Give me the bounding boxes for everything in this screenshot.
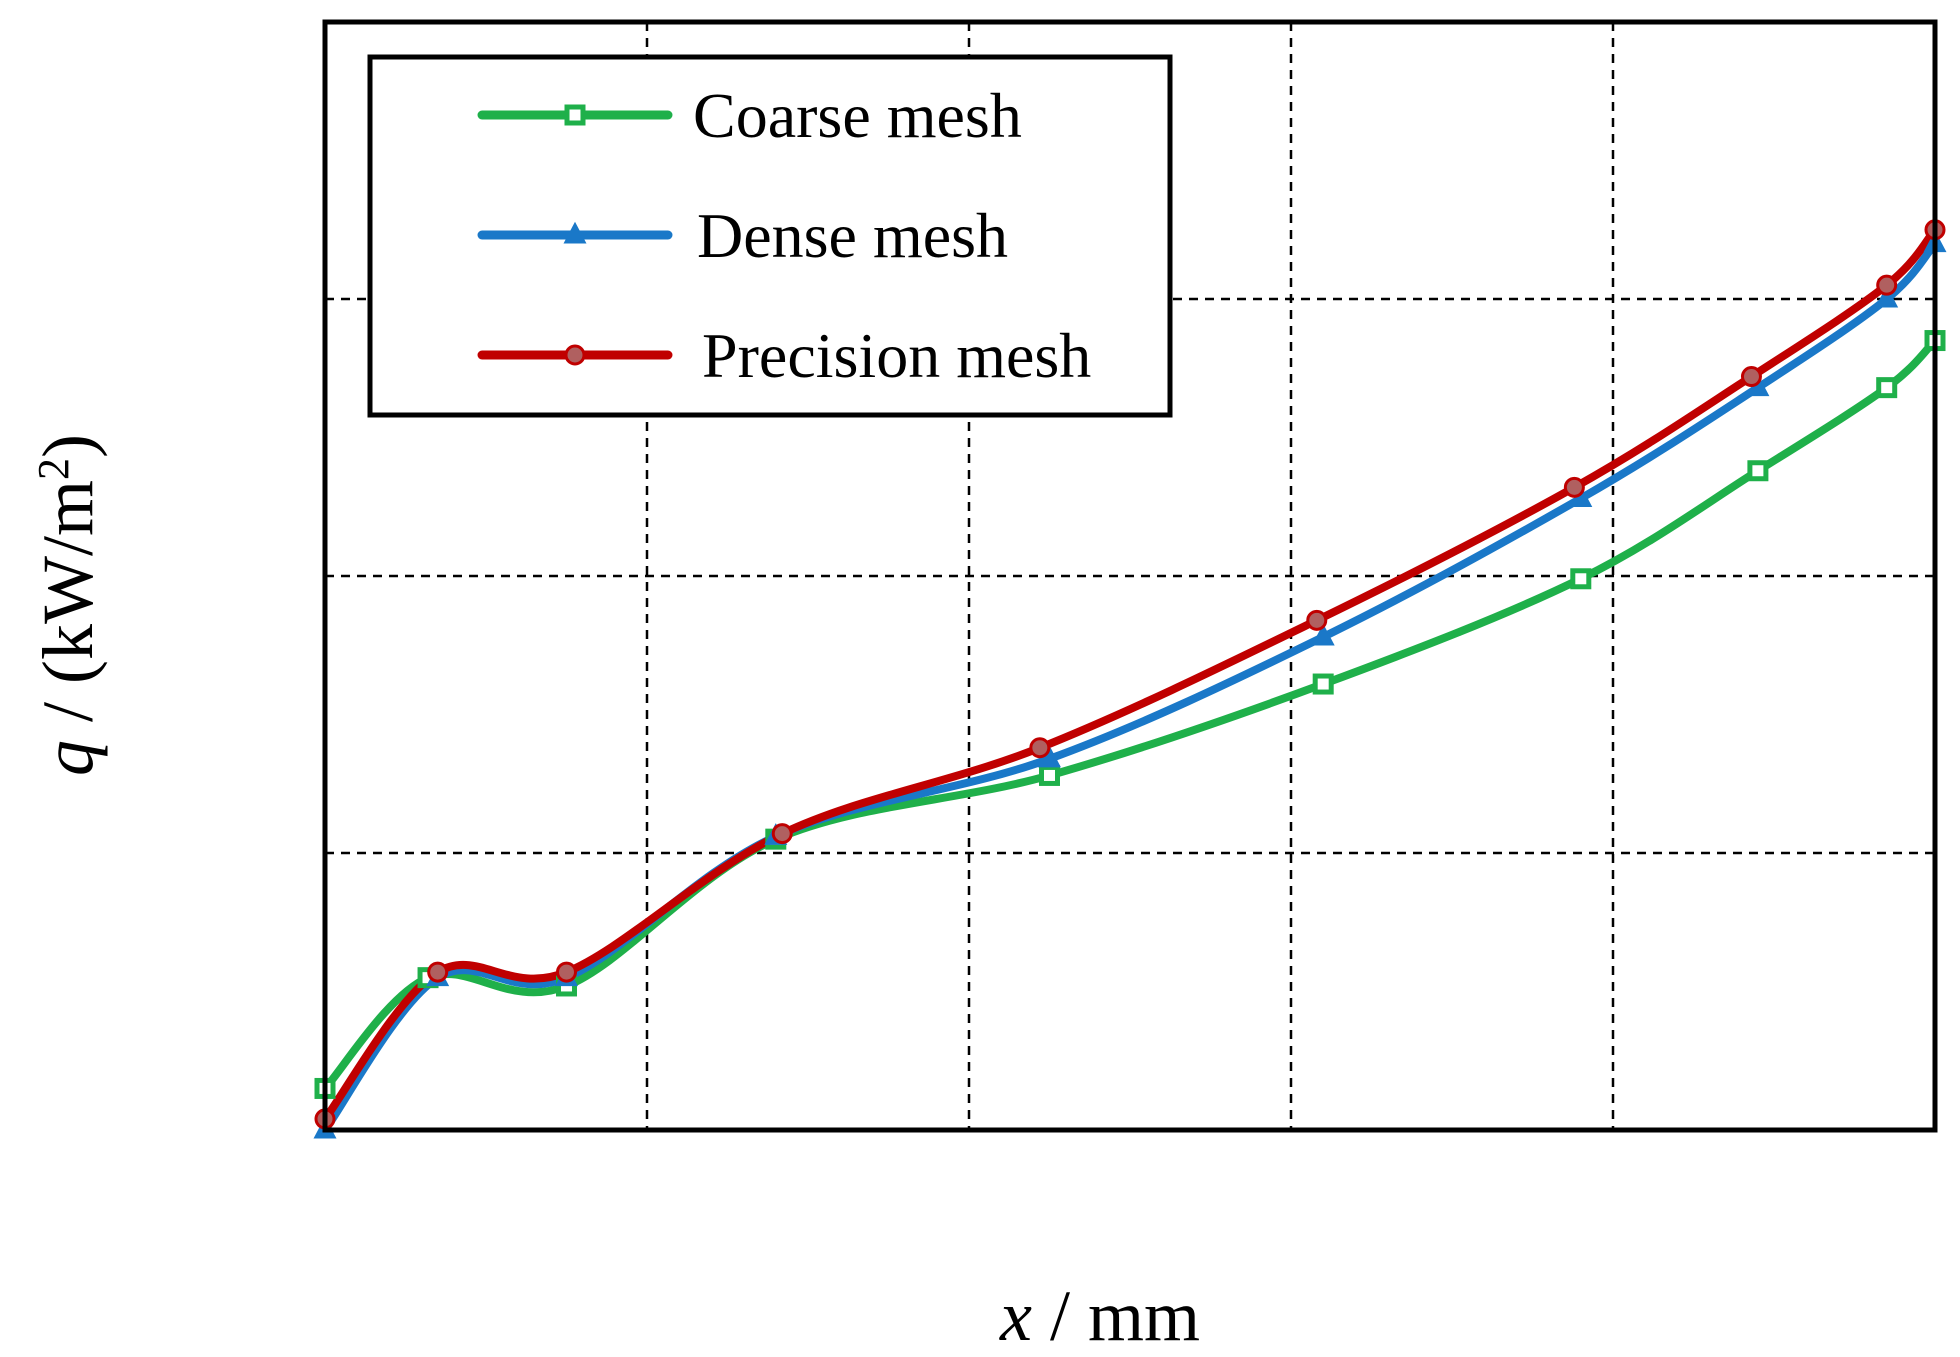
data-point-coarse-mesh [1876, 377, 1898, 399]
x-axis-unit: / mm [1032, 1276, 1200, 1356]
legend-marker-precision-mesh [564, 344, 586, 366]
series-markers [313, 219, 1947, 1139]
legend-label-precision-mesh: Precision mesh [702, 320, 1091, 391]
y-axis-variable: q [28, 740, 108, 776]
y-axis-label: q / (kW/m2) [28, 434, 108, 776]
data-point-coarse-mesh [1039, 764, 1060, 786]
y-axis-unit: / (kW/m [28, 480, 108, 740]
legend-label-coarse-mesh: Coarse mesh [693, 80, 1022, 151]
data-point-dense-mesh [1311, 623, 1335, 646]
legend: Coarse mesh Dense mesh Precision mesh [367, 54, 1173, 418]
data-point-precision-mesh [1740, 366, 1762, 388]
data-point-dense-mesh [1038, 745, 1061, 768]
legend-marker-dense-mesh [563, 221, 587, 244]
legend-label-dense-mesh: Dense mesh [697, 200, 1008, 271]
x-axis-label: x / mm [999, 1276, 1200, 1356]
data-point-precision-mesh [1876, 274, 1898, 296]
data-point-coarse-mesh [1312, 673, 1334, 695]
data-point-dense-mesh [1875, 285, 1899, 308]
x-axis-variable: x [999, 1276, 1032, 1356]
legend-marker-coarse-mesh [564, 104, 586, 126]
data-point-precision-mesh [1029, 737, 1051, 759]
data-point-precision-mesh [771, 823, 793, 845]
plot-frame [322, 19, 1938, 1133]
data-point-precision-mesh [1306, 609, 1328, 631]
data-point-coarse-mesh [1570, 568, 1592, 590]
data-point-precision-mesh [1563, 476, 1585, 498]
y-axis-unit-close: ) [28, 434, 108, 458]
y-axis-unit-superscript: 2 [29, 458, 78, 480]
data-point-precision-mesh [556, 961, 577, 983]
data-point-precision-mesh [427, 961, 449, 983]
data-point-coarse-mesh [1747, 460, 1769, 482]
